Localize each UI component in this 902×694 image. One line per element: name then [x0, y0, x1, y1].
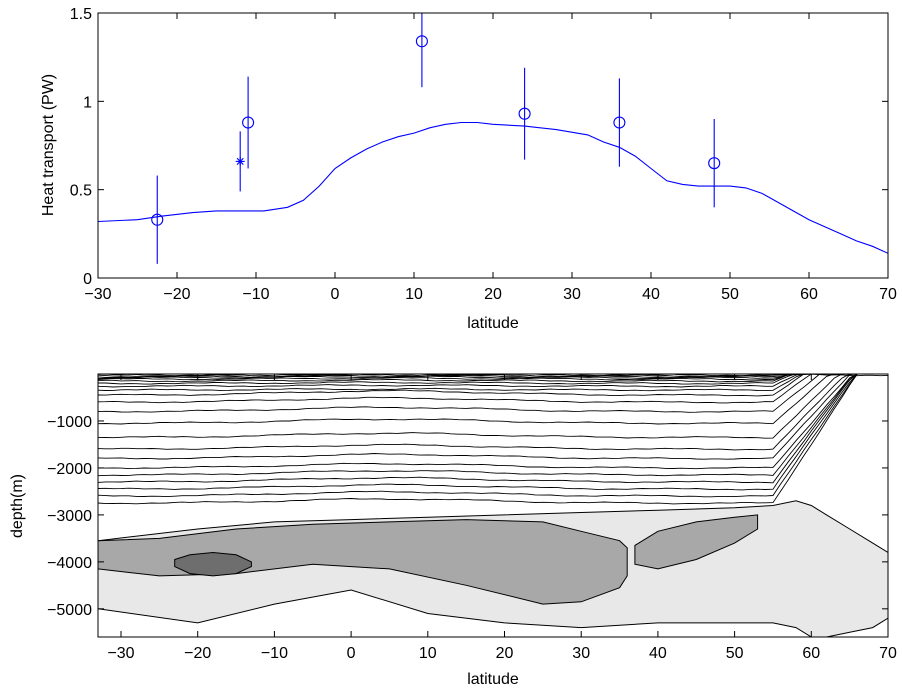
- y-tick-label: 0: [83, 271, 92, 288]
- contour-line: [98, 374, 888, 381]
- observation-circle-marker: [613, 116, 626, 129]
- contour-line: [98, 374, 888, 425]
- mid-shaded-region: [634, 514, 759, 570]
- observation-circle-marker: [708, 157, 721, 170]
- x-tick-label: 60: [802, 645, 820, 662]
- heat-transport-plot-area: [98, 13, 888, 264]
- contour-line: [98, 374, 888, 498]
- x-tick-label: 50: [726, 645, 744, 662]
- contour-line: [98, 374, 888, 451]
- dark-shaded-region: [174, 551, 252, 577]
- observation-circle-marker: [151, 213, 164, 226]
- contour-line: [98, 374, 888, 491]
- y-tick-label: 0.5: [70, 183, 92, 200]
- y-tick-label: −1000: [47, 414, 92, 431]
- y-tick-label: 1.5: [70, 6, 92, 23]
- contour-line: [98, 374, 888, 380]
- contour-line: [98, 374, 888, 505]
- heat-transport-x-axis-label: latitude: [467, 315, 519, 332]
- contour-line: [98, 374, 888, 460]
- y-tick-label: −5000: [47, 602, 92, 619]
- x-tick-label: 20: [496, 645, 514, 662]
- y-tick-label: −4000: [47, 555, 92, 572]
- x-tick-label: 30: [572, 645, 590, 662]
- contour-line: [98, 374, 888, 477]
- observation-asterisk-marker: [235, 156, 245, 166]
- heat-transport-chart: −30 −20 −10 0 10 20 30 40 50 60 70 0 0.5 1 1.5 latitud…: [40, 6, 897, 332]
- x-tick-label: 0: [331, 286, 340, 303]
- contour-line: [98, 374, 888, 383]
- x-tick-label: −10: [261, 645, 288, 662]
- heat-transport-y-axis-label: Heat transport (PW): [40, 74, 57, 216]
- x-tick-label: 0: [347, 645, 356, 662]
- x-tick-label: 10: [419, 645, 437, 662]
- x-tick-label: −10: [242, 286, 269, 303]
- contour-line: [98, 374, 888, 378]
- x-tick-label: 10: [405, 286, 423, 303]
- x-tick-label: 70: [879, 645, 897, 662]
- contour-line: [98, 374, 888, 392]
- depth-contour-y-axis-label: depth(m): [9, 474, 26, 538]
- contour-line: [98, 374, 888, 404]
- model-heat-transport-line: [98, 121, 888, 254]
- heat-transport-axes: −30 −20 −10 0 10 20 30 40 50 60 70 0 0.5 1 1.5: [70, 6, 897, 303]
- contour-line: [98, 374, 888, 439]
- x-tick-label: −30: [84, 286, 111, 303]
- x-tick-label: 70: [879, 286, 897, 303]
- y-tick-label: 1: [83, 94, 92, 111]
- observation-circle-marker: [242, 116, 255, 129]
- depth-contour-chart: −30 −20 −10 0 10 20 30 40 50 60 70 −1000 −2000 −3000 −…: [9, 373, 897, 688]
- contour-line: [98, 374, 888, 470]
- observation-circle-marker: [518, 107, 531, 120]
- x-tick-label: 40: [642, 286, 660, 303]
- x-tick-label: 60: [800, 286, 818, 303]
- depth-contour-x-axis-label: latitude: [467, 671, 519, 688]
- depth-contour-axes-box: [97, 373, 889, 638]
- x-tick-label: −20: [163, 286, 190, 303]
- contour-line: [98, 374, 888, 385]
- contour-line: [98, 374, 888, 413]
- x-tick-label: −20: [184, 645, 211, 662]
- mid-shaded-region: [98, 519, 628, 605]
- contour-line: [98, 374, 888, 484]
- y-tick-label: −2000: [47, 461, 92, 478]
- contour-line: [98, 374, 888, 379]
- depth-contour-axes: −30 −20 −10 0 10 20 30 40 50 60 70 −1000 −2000 −3000 −…: [47, 374, 897, 662]
- x-tick-label: 20: [484, 286, 502, 303]
- x-tick-label: 40: [649, 645, 667, 662]
- heat-transport-axes-box: [97, 12, 889, 279]
- y-tick-label: −3000: [47, 508, 92, 525]
- contour-line: [98, 374, 888, 388]
- x-tick-label: −30: [107, 645, 134, 662]
- x-tick-label: 30: [563, 286, 581, 303]
- x-tick-label: 50: [721, 286, 739, 303]
- contour-line: [98, 374, 888, 397]
- depth-contour-plot-area: [98, 374, 888, 637]
- observation-circle-marker: [415, 35, 428, 48]
